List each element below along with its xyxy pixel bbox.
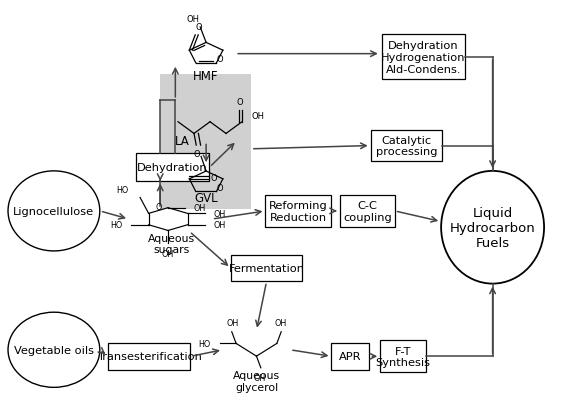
Text: Dehydration: Dehydration: [137, 163, 208, 173]
FancyBboxPatch shape: [332, 343, 370, 370]
Text: F-T
Synthesis: F-T Synthesis: [375, 346, 430, 367]
Text: GVL: GVL: [194, 192, 218, 205]
Text: OH: OH: [194, 204, 206, 213]
Text: Dehydration
Hydrogenation
Ald-Condens.: Dehydration Hydrogenation Ald-Condens.: [381, 41, 466, 74]
FancyBboxPatch shape: [382, 36, 464, 80]
Text: OH: OH: [252, 112, 264, 121]
FancyBboxPatch shape: [136, 154, 209, 182]
Text: LA: LA: [175, 135, 190, 148]
Text: Catalytic
processing: Catalytic processing: [376, 135, 437, 157]
Text: HMF: HMF: [193, 70, 219, 83]
Text: O: O: [195, 23, 202, 32]
Text: OH: OH: [274, 318, 286, 327]
Text: O: O: [217, 55, 223, 64]
Text: OH: OH: [213, 209, 226, 218]
Text: OH: OH: [213, 221, 226, 230]
Text: Vegetable oils: Vegetable oils: [14, 345, 94, 355]
Ellipse shape: [8, 313, 100, 387]
Text: Lignocellulose: Lignocellulose: [14, 206, 95, 216]
Text: C-C
coupling: C-C coupling: [343, 201, 392, 222]
Text: HO: HO: [111, 221, 123, 230]
Ellipse shape: [441, 171, 544, 284]
Text: APR: APR: [339, 351, 362, 361]
Text: OH: OH: [162, 249, 174, 259]
FancyBboxPatch shape: [340, 195, 395, 227]
Text: O: O: [194, 150, 201, 159]
FancyBboxPatch shape: [265, 195, 332, 227]
Text: Transesterification: Transesterification: [96, 351, 201, 361]
Text: Fermentation: Fermentation: [229, 263, 304, 273]
Text: O: O: [217, 184, 223, 192]
Text: HO: HO: [116, 185, 129, 195]
Text: OH: OH: [186, 15, 199, 24]
FancyBboxPatch shape: [371, 131, 442, 161]
Text: Aqueous
glycerol: Aqueous glycerol: [233, 370, 280, 392]
Text: Reforming
Reduction: Reforming Reduction: [269, 201, 328, 222]
Text: HO: HO: [198, 339, 211, 348]
FancyBboxPatch shape: [108, 343, 191, 370]
FancyBboxPatch shape: [380, 341, 426, 373]
Text: OH: OH: [226, 318, 239, 327]
Text: O: O: [210, 174, 217, 183]
Text: OH: OH: [254, 373, 266, 382]
FancyBboxPatch shape: [160, 75, 251, 210]
Text: O: O: [155, 203, 162, 211]
Text: Aqueous
sugars: Aqueous sugars: [148, 233, 195, 255]
FancyBboxPatch shape: [231, 255, 302, 282]
Text: Liquid
Hydrocarbon
Fuels: Liquid Hydrocarbon Fuels: [450, 206, 535, 249]
Ellipse shape: [8, 171, 100, 252]
Text: O: O: [237, 98, 244, 107]
